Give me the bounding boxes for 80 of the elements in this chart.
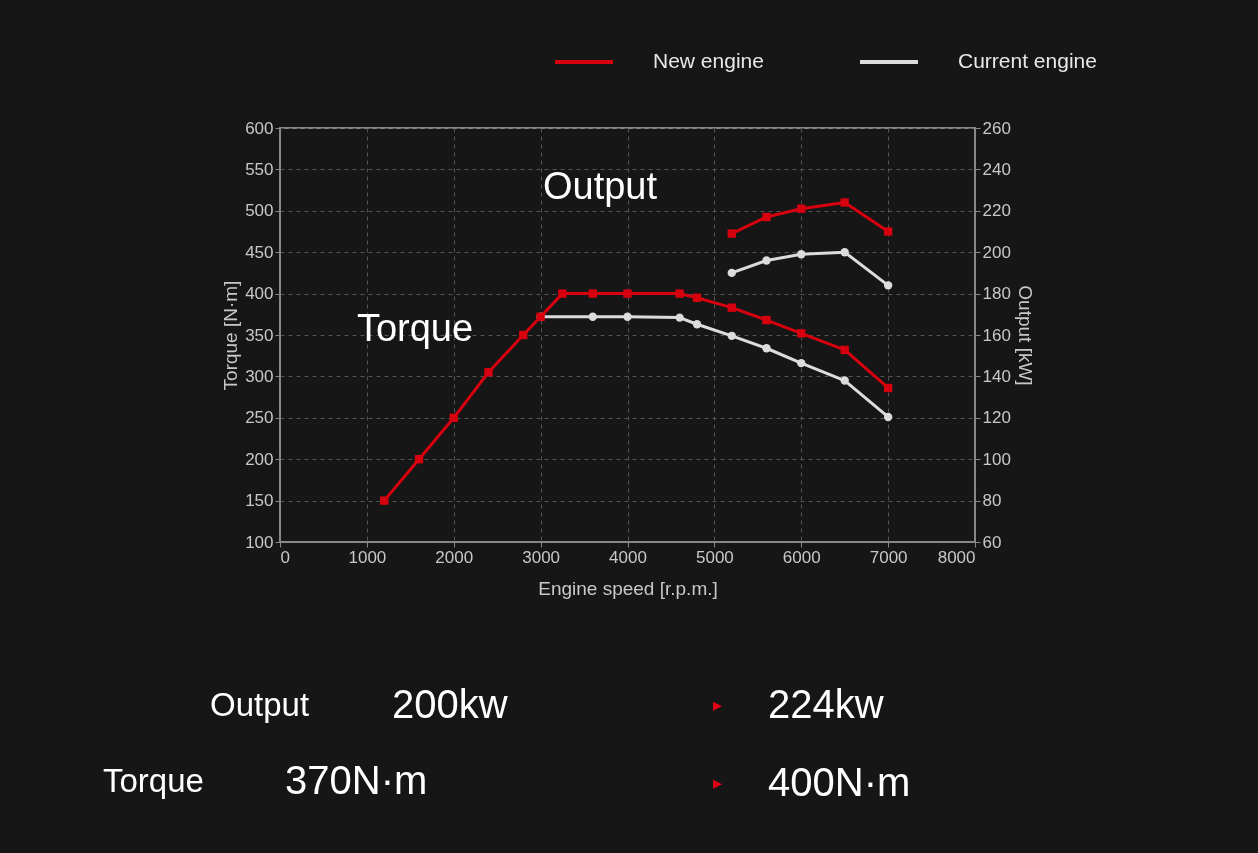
text: 400N·m xyxy=(768,760,911,804)
y2-tick-label: 220 xyxy=(982,201,1011,221)
point xyxy=(762,212,771,222)
y-tick-label: 400 xyxy=(245,284,274,304)
y2-axis-title: Output [kW] xyxy=(1014,285,1036,386)
y-tick-label: 450 xyxy=(245,242,274,262)
point xyxy=(883,281,893,290)
y2-tick-label: 80 xyxy=(982,491,1002,511)
x-tick-label: 8000 xyxy=(937,547,976,567)
point xyxy=(414,455,424,464)
point xyxy=(840,345,849,355)
point xyxy=(883,383,893,393)
y-tick-label: 550 xyxy=(245,159,274,179)
point xyxy=(380,496,389,505)
text: 200kw xyxy=(392,682,508,726)
y2-tick-label: 60 xyxy=(982,532,1002,552)
point xyxy=(484,368,493,377)
x-tick-label: 6000 xyxy=(782,547,821,567)
y2-tick-label: 240 xyxy=(982,159,1011,179)
annotation: Torque xyxy=(356,307,474,349)
point xyxy=(588,312,597,321)
y-tick-label: 600 xyxy=(245,118,274,138)
point xyxy=(727,303,736,312)
point xyxy=(883,227,893,236)
point xyxy=(727,331,736,340)
point xyxy=(762,344,771,353)
legend-label: Current engine xyxy=(958,49,1097,72)
y2-tick-label: 200 xyxy=(982,242,1011,262)
point xyxy=(558,289,567,298)
x-tick-label: 0 xyxy=(280,547,290,567)
x-tick-label: 2000 xyxy=(435,547,474,567)
point xyxy=(675,289,684,298)
y2-tick-label: 120 xyxy=(982,408,1011,428)
x-tick-label: 1000 xyxy=(348,547,387,567)
text: 370N·m xyxy=(285,758,428,802)
y2-tick-label: 160 xyxy=(982,325,1011,345)
point xyxy=(797,250,806,259)
text: ▸ xyxy=(712,695,722,715)
y-tick-label: 500 xyxy=(245,201,274,221)
x-tick-label: 4000 xyxy=(609,547,647,567)
legend-label: New engine xyxy=(653,49,764,72)
y-tick-label: 100 xyxy=(245,532,274,552)
point xyxy=(623,289,632,298)
y-tick-label: 250 xyxy=(245,408,274,428)
point xyxy=(797,204,806,213)
point xyxy=(623,312,632,321)
point xyxy=(762,256,771,265)
y-tick-label: 300 xyxy=(245,366,274,386)
y-tick-label: 200 xyxy=(245,449,274,469)
point xyxy=(840,198,849,207)
y2-tick-label: 140 xyxy=(982,366,1011,386)
point xyxy=(675,313,684,322)
y-tick-label: 150 xyxy=(245,491,274,511)
y-tick-label: 350 xyxy=(245,325,274,345)
point xyxy=(519,330,528,340)
text: Torque xyxy=(103,762,204,799)
y2-tick-label: 100 xyxy=(982,449,1011,469)
text: 224kw xyxy=(768,682,884,726)
point xyxy=(840,376,849,385)
point xyxy=(762,315,771,325)
point xyxy=(692,320,702,329)
point xyxy=(692,293,702,302)
point xyxy=(449,413,458,422)
point xyxy=(797,329,806,338)
point xyxy=(840,248,849,257)
point xyxy=(727,229,736,238)
x-axis-title: Engine speed [r.p.m.] xyxy=(538,577,718,599)
point xyxy=(727,268,736,278)
y2-tick-label: 260 xyxy=(982,118,1011,138)
x-tick-label: 3000 xyxy=(522,547,561,567)
point xyxy=(797,358,806,368)
y2-tick-label: 180 xyxy=(982,284,1011,304)
text: Output xyxy=(210,686,310,723)
point xyxy=(588,289,597,298)
annotation: Output xyxy=(542,165,658,207)
point xyxy=(883,412,893,422)
x-tick-label: 7000 xyxy=(869,547,908,567)
x-tick-label: 5000 xyxy=(695,547,734,567)
y-axis-title: Torque [N·m] xyxy=(220,280,242,391)
text: ▸ xyxy=(712,773,722,793)
